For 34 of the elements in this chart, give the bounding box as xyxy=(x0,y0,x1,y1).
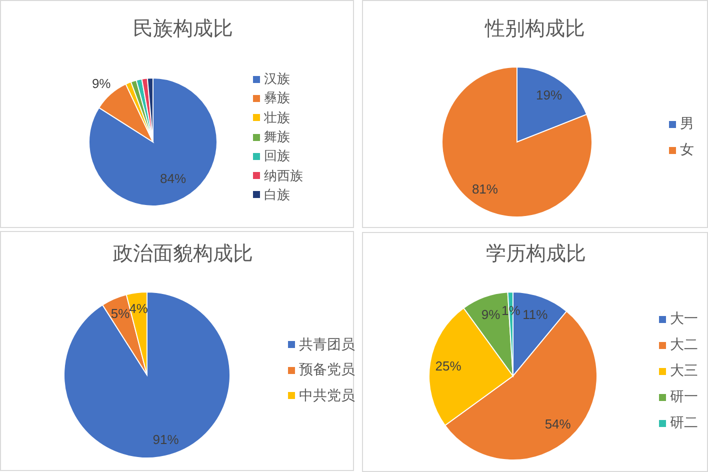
legend-label: 壮族 xyxy=(264,108,290,127)
legend-label: 中共党员 xyxy=(299,386,355,404)
legend-label: 大二 xyxy=(670,336,698,354)
legend-label: 大三 xyxy=(670,362,698,380)
pie-slice xyxy=(64,292,230,458)
legend-label: 研一 xyxy=(670,388,698,406)
chart-title: 民族构成比 xyxy=(133,17,233,42)
legend-label: 纳西族 xyxy=(264,166,303,185)
data-label: 9% xyxy=(481,306,501,322)
legend-label: 预备党员 xyxy=(299,361,355,379)
legend-label: 研二 xyxy=(670,414,698,432)
chart-title: 政治面貌构成比 xyxy=(113,242,253,267)
data-label: 11% xyxy=(522,306,548,322)
data-label: 19% xyxy=(536,87,562,102)
data-label: 91% xyxy=(152,432,180,448)
legend-label: 彝族 xyxy=(264,89,290,108)
chart-title: 学历构成比 xyxy=(486,242,586,267)
legend-label: 女 xyxy=(680,141,694,159)
pie-slice xyxy=(88,78,218,206)
chart-title: 性别构成比 xyxy=(485,17,585,42)
legend-label: 男 xyxy=(680,115,694,133)
legend-label: 大一 xyxy=(670,310,698,328)
data-label: 9% xyxy=(92,76,112,91)
data-label: 54% xyxy=(544,416,572,432)
legend-label: 白族 xyxy=(264,186,290,204)
data-label: 25% xyxy=(435,358,462,374)
data-label: 5% xyxy=(110,306,130,321)
data-label: 81% xyxy=(472,182,498,197)
data-label: 84% xyxy=(160,170,186,186)
pie-slice xyxy=(442,66,592,218)
legend-label: 汉族 xyxy=(264,70,290,88)
legend-label: 舞族 xyxy=(264,128,290,146)
legend-label: 共青团员 xyxy=(299,336,355,354)
legend-label: 回族 xyxy=(264,147,290,166)
